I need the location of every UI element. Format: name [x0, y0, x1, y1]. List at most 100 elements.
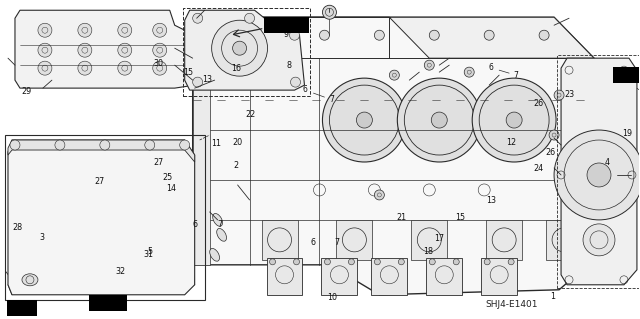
Circle shape: [180, 140, 189, 150]
Text: 6: 6: [193, 220, 197, 229]
Circle shape: [78, 43, 92, 57]
Circle shape: [324, 259, 330, 265]
Circle shape: [232, 41, 246, 55]
Circle shape: [193, 77, 203, 87]
Text: SHJ4-E1401: SHJ4-E1401: [485, 300, 538, 309]
Text: 27: 27: [94, 177, 104, 186]
Text: 16: 16: [232, 64, 241, 73]
Text: 11: 11: [211, 139, 221, 148]
Text: E-6: E-6: [100, 295, 116, 304]
Circle shape: [508, 259, 514, 265]
Polygon shape: [321, 258, 357, 295]
Circle shape: [264, 30, 275, 40]
Circle shape: [55, 140, 65, 150]
Text: 7: 7: [514, 70, 518, 80]
Circle shape: [389, 70, 399, 80]
Circle shape: [118, 43, 132, 57]
Circle shape: [78, 61, 92, 75]
Circle shape: [294, 259, 300, 265]
Circle shape: [348, 259, 355, 265]
Polygon shape: [546, 220, 582, 260]
Text: 17: 17: [435, 234, 445, 243]
Circle shape: [587, 163, 611, 187]
FancyBboxPatch shape: [613, 67, 640, 83]
Ellipse shape: [212, 213, 223, 226]
Circle shape: [38, 23, 52, 37]
Circle shape: [193, 13, 203, 23]
Circle shape: [118, 61, 132, 75]
Text: 23: 23: [565, 90, 575, 99]
Circle shape: [118, 23, 132, 37]
Circle shape: [453, 259, 460, 265]
Circle shape: [319, 30, 330, 40]
Text: 2: 2: [234, 161, 239, 170]
Text: 7: 7: [335, 238, 340, 247]
Circle shape: [356, 112, 372, 128]
Text: FR.: FR.: [14, 303, 29, 312]
Circle shape: [583, 224, 615, 256]
Text: 8: 8: [286, 61, 291, 70]
Circle shape: [429, 259, 435, 265]
Text: 25: 25: [163, 174, 173, 182]
Text: 6: 6: [310, 238, 316, 247]
Circle shape: [579, 215, 589, 225]
Polygon shape: [193, 17, 594, 58]
Text: 6: 6: [489, 63, 493, 72]
Circle shape: [431, 112, 447, 128]
Circle shape: [210, 30, 220, 40]
Text: 12: 12: [506, 138, 516, 147]
Text: 3: 3: [39, 233, 44, 242]
Circle shape: [579, 75, 589, 85]
Circle shape: [539, 30, 549, 40]
Text: E-15: E-15: [275, 18, 298, 27]
Text: 30: 30: [154, 59, 163, 68]
Text: 7: 7: [329, 95, 334, 104]
Polygon shape: [262, 220, 298, 260]
Circle shape: [484, 30, 494, 40]
Circle shape: [78, 23, 92, 37]
Polygon shape: [193, 17, 210, 265]
Text: 14: 14: [166, 184, 176, 193]
Text: 27: 27: [154, 158, 164, 167]
Polygon shape: [426, 258, 462, 295]
FancyBboxPatch shape: [7, 300, 37, 316]
Circle shape: [397, 78, 481, 162]
Circle shape: [153, 23, 167, 37]
Circle shape: [506, 112, 522, 128]
Circle shape: [554, 90, 564, 100]
Circle shape: [269, 259, 276, 265]
Circle shape: [429, 30, 439, 40]
Text: 20: 20: [232, 138, 243, 147]
Circle shape: [100, 140, 110, 150]
Circle shape: [38, 43, 52, 57]
Ellipse shape: [22, 274, 38, 286]
Text: 5: 5: [148, 247, 153, 256]
Text: 32: 32: [115, 267, 125, 276]
Polygon shape: [412, 220, 447, 260]
Text: 31: 31: [143, 250, 153, 259]
Circle shape: [579, 180, 589, 190]
Text: 13: 13: [203, 75, 212, 84]
Text: 9: 9: [284, 30, 289, 39]
Text: 24: 24: [533, 164, 543, 173]
Circle shape: [374, 190, 385, 200]
Text: 13: 13: [486, 197, 496, 205]
FancyBboxPatch shape: [89, 295, 127, 311]
Circle shape: [398, 259, 404, 265]
Circle shape: [464, 67, 474, 77]
Polygon shape: [486, 220, 522, 260]
Circle shape: [424, 60, 435, 70]
Polygon shape: [185, 10, 305, 90]
Circle shape: [374, 259, 380, 265]
Text: 15: 15: [455, 213, 465, 222]
Circle shape: [554, 130, 640, 220]
Polygon shape: [8, 140, 195, 295]
Text: 10: 10: [327, 293, 337, 301]
Circle shape: [145, 140, 155, 150]
Text: 29: 29: [22, 86, 32, 95]
Circle shape: [38, 61, 52, 75]
Circle shape: [244, 13, 255, 23]
Bar: [557, 55, 639, 288]
Bar: [182, 8, 310, 96]
Bar: [5, 135, 205, 300]
